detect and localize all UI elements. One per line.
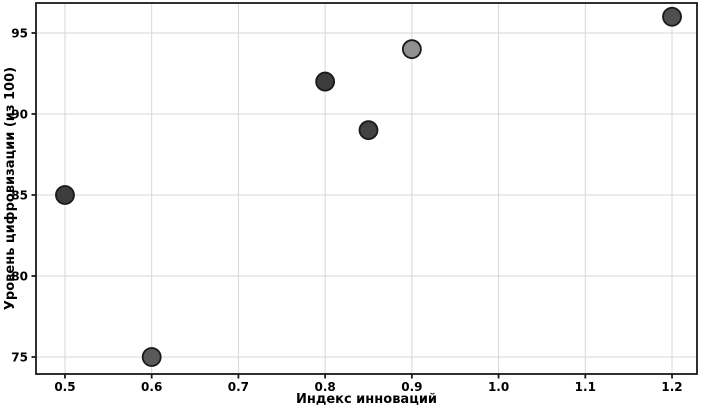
y-tick-label: 75 <box>11 350 28 364</box>
y-tick-label: 90 <box>11 107 28 121</box>
x-tick-label: 1.0 <box>488 380 509 394</box>
data-point <box>315 71 336 92</box>
x-tick-label: 1.1 <box>575 380 596 394</box>
x-tick-label: 0.7 <box>228 380 249 394</box>
x-tick-label: 0.9 <box>401 380 422 394</box>
data-point <box>55 185 75 205</box>
x-axis-label: Индекс инноваций <box>295 392 438 407</box>
data-point <box>358 120 379 141</box>
plot-border <box>35 2 698 375</box>
data-point <box>662 6 682 27</box>
y-axis-label: Уровень цифровизации (из 100) <box>3 66 18 311</box>
x-tick-label: 0.6 <box>141 380 162 394</box>
x-tick-label: 0.5 <box>54 380 75 394</box>
y-tick-label: 95 <box>11 26 28 40</box>
y-tick-label: 80 <box>11 269 28 283</box>
data-point <box>141 347 162 367</box>
y-tick-label: 85 <box>11 188 28 202</box>
x-tick-label: 1.2 <box>661 380 682 394</box>
data-point <box>401 39 422 60</box>
x-tick-label: 0.8 <box>315 380 336 394</box>
